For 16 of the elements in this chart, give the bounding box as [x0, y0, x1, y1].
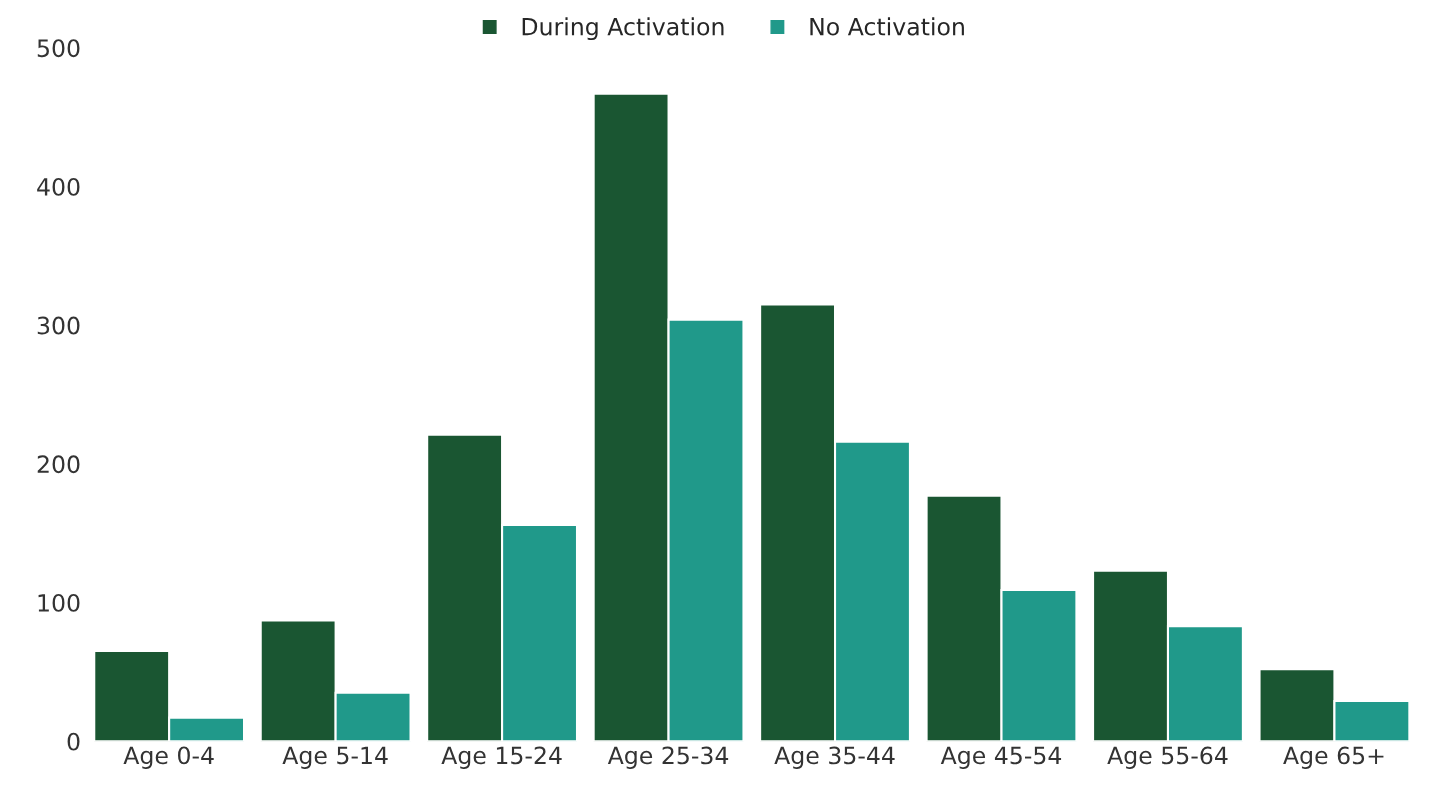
y-tick-label: 100	[38, 593, 80, 612]
legend-label: No Activation	[810, 17, 964, 36]
legend-label: During Activation	[522, 17, 724, 41]
x-tick-label: Age 5-14	[282, 746, 388, 769]
x-tick-label: Age 25-34	[607, 746, 729, 769]
x-tick-label: Age 35-44	[774, 746, 895, 769]
x-tick-label: Age 55-64	[1107, 746, 1228, 769]
x-tick-label: Age 15-24	[441, 746, 562, 769]
y-tick-label: 200	[37, 455, 80, 474]
y-tick-label: 300	[37, 316, 80, 335]
x-tick-label: Age 65+	[1283, 746, 1384, 769]
x-tick-label: Age 45-54	[940, 746, 1062, 769]
y-tick-label: 0	[67, 732, 80, 751]
x-tick-label: Age 0-4	[123, 746, 214, 769]
y-tick-label: 500	[37, 39, 80, 58]
y-tick-label: 400	[37, 177, 80, 196]
